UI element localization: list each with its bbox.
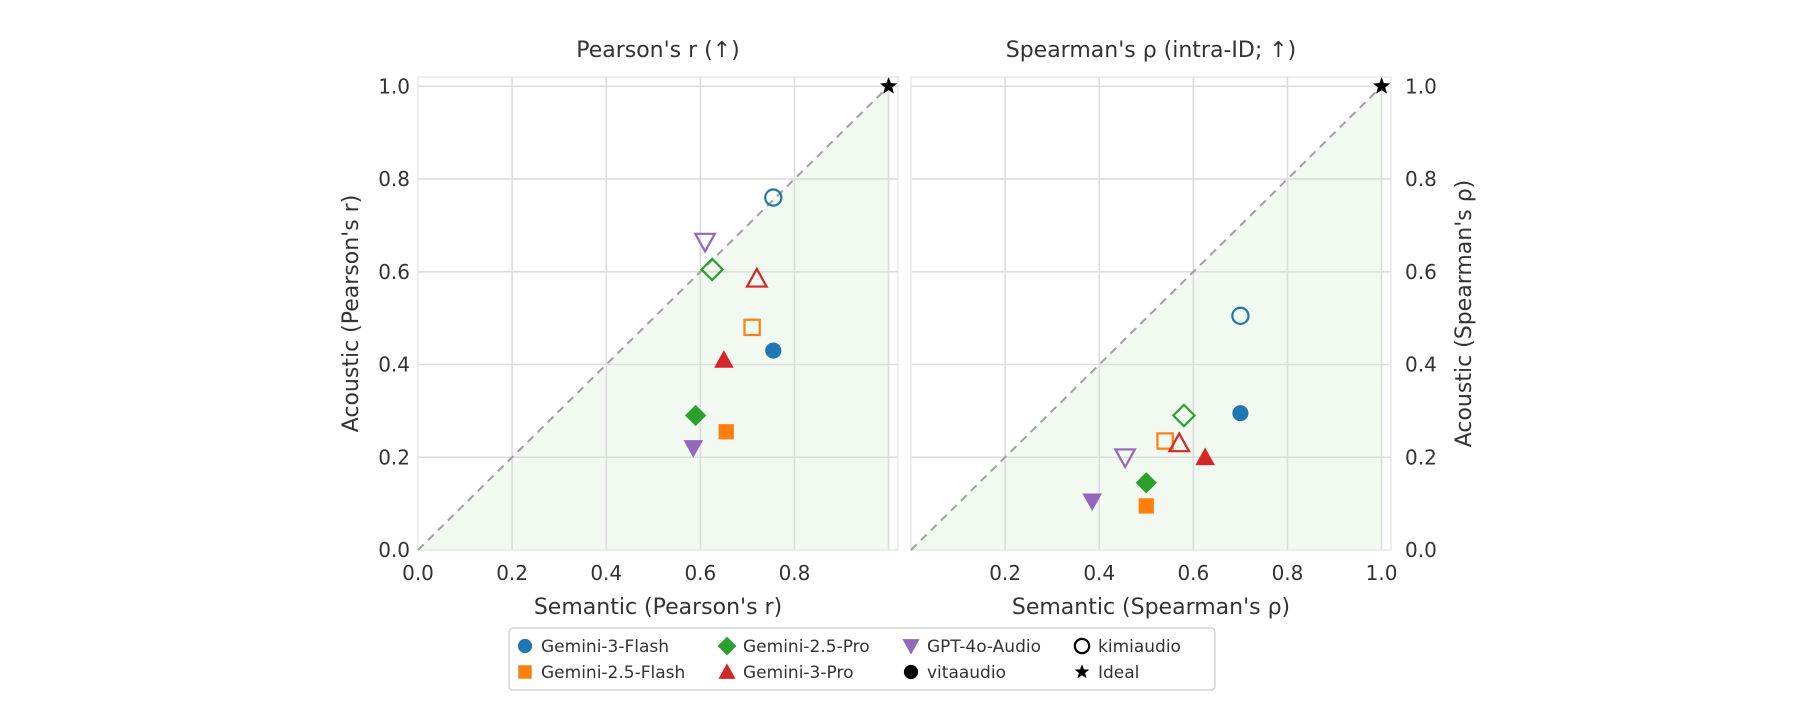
legend-marker-gemini-2-5-pro (717, 636, 737, 656)
chart-title: Spearman's ρ (intra-ID; ↑) (1006, 38, 1297, 63)
point-gemini-3-pro-kimiaudio (745, 266, 769, 288)
y-tick-label: 0.0 (378, 538, 410, 562)
point-gemini-2-5-pro-vitaaudio (685, 404, 707, 427)
legend-label-gemini-2-5-pro: Gemini-2.5-Pro (743, 637, 870, 657)
x-tick-label: 0.6 (1177, 561, 1209, 585)
point-gemini-2-5-flash-vitaaudio (1138, 498, 1154, 514)
chart-panel-spearman: Spearman's ρ (intra-ID; ↑) 0.2 0.4 0.6 0.8 1.… (910, 38, 1477, 620)
x-tick-label: 0.8 (779, 561, 811, 585)
point-gemini-3-flash-vitaaudio (1232, 405, 1249, 422)
x-tick-label: 1.0 (1366, 561, 1398, 585)
legend-box (508, 627, 1216, 691)
point-gemini-3-flash-kimiaudio (1231, 306, 1250, 325)
legend-label-ideal: Ideal (1098, 663, 1139, 683)
y-tick-label: 0.6 (1405, 260, 1437, 284)
point-gemini-2-5-flash-vitaaudio (718, 424, 734, 440)
legend-marker-ideal (1074, 664, 1090, 679)
point-gemini-3-pro-vitaaudio (714, 350, 734, 368)
y-tick-label: 0.6 (378, 260, 410, 284)
diagonal-line (910, 85, 1383, 551)
y-tick-label: 1.0 (1405, 74, 1437, 98)
x-tick-label: 0.2 (496, 561, 528, 585)
y-tick-label: 0.2 (378, 445, 410, 469)
x-axis-label: Semantic (Pearson's r) (534, 595, 782, 620)
legend-label-kimiaudio: kimiaudio (1098, 637, 1181, 657)
point-gemini-2-5-pro-kimiaudio (1171, 403, 1197, 428)
legend-marker-vitaaudio (903, 664, 919, 680)
y-tick-label: 0.4 (378, 353, 410, 377)
point-gemini-2-5-pro-vitaaudio (1135, 472, 1157, 494)
legend-marker-gemini-3-pro (718, 663, 736, 679)
diagonal-line (417, 85, 890, 551)
point-gemini-2-5-flash-kimiaudio (1156, 432, 1174, 450)
y-tick-label: 1.0 (378, 74, 410, 98)
legend-label-gemini-2-5-flash: Gemini-2.5-Flash (541, 663, 685, 683)
legend-label-gemini-3-pro: Gemini-3-Pro (743, 663, 853, 683)
below-diagonal-region (911, 86, 1382, 551)
plot-frame (417, 76, 899, 551)
y-axis-label: Acoustic (Spearman's ρ) (1452, 180, 1477, 448)
x-tick-label: 0.8 (1272, 561, 1304, 585)
x-tick-label: 0.0 (402, 561, 434, 585)
ideal-star-point (1372, 77, 1391, 94)
x-tick-label: 0.4 (1083, 561, 1115, 585)
point-gemini-2-5-pro-kimiaudio (699, 257, 725, 282)
y-tick-label: 0.2 (1405, 445, 1437, 469)
ideal-star-point (879, 77, 898, 94)
x-tick-label: 0.6 (684, 561, 716, 585)
y-tick-label: 0.8 (378, 167, 410, 191)
point-gpt-4o-audio-kimiaudio (1113, 448, 1137, 470)
point-gpt-4o-audio-kimiaudio (693, 232, 717, 254)
point-gemini-3-flash-kimiaudio (764, 188, 783, 207)
legend-marker-gemini-3-flash (517, 638, 533, 654)
y-tick-label: 0.4 (1405, 353, 1437, 377)
legend-marker-gemini-2-5-flash (518, 665, 532, 679)
legend-marker-kimiaudio (1073, 637, 1091, 655)
x-axis-label: Semantic (Spearman's ρ) (1012, 595, 1290, 620)
legend-label-gemini-3-flash: Gemini-3-Flash (541, 637, 669, 657)
legend-label-vitaaudio: vitaaudio (927, 663, 1006, 683)
legend-label-gpt-4o-audio: GPT-4o-Audio (927, 637, 1041, 657)
x-tick-label: 0.4 (590, 561, 622, 585)
y-axis-label: Acoustic (Pearson's r) (339, 195, 364, 433)
plot-frame (910, 76, 1392, 551)
x-tick-label: 0.2 (989, 561, 1021, 585)
point-gpt-4o-audio-vitaaudio (1082, 493, 1102, 512)
chart-panel-pearson: Pearson's r (↑) 0.0 0.2 0.4 0.6 0.8 Semantic (… (339, 38, 899, 620)
point-gemini-3-flash-vitaaudio (765, 342, 782, 359)
below-diagonal-region (418, 86, 889, 551)
chart-title: Pearson's r (↑) (576, 38, 740, 63)
y-tick-label: 0.8 (1405, 167, 1437, 191)
point-gemini-3-pro-vitaaudio (1195, 447, 1215, 466)
y-tick-label: 0.0 (1405, 538, 1437, 562)
point-gemini-3-pro-kimiaudio (1167, 431, 1191, 453)
legend-marker-gpt-4o-audio (902, 639, 920, 655)
legend: Gemini-3-Flash Gemini-2.5-Flash Gemini-2.5… (508, 627, 1216, 691)
point-gemini-2-5-flash-kimiaudio (743, 318, 761, 337)
point-gpt-4o-audio-vitaaudio (683, 440, 704, 458)
